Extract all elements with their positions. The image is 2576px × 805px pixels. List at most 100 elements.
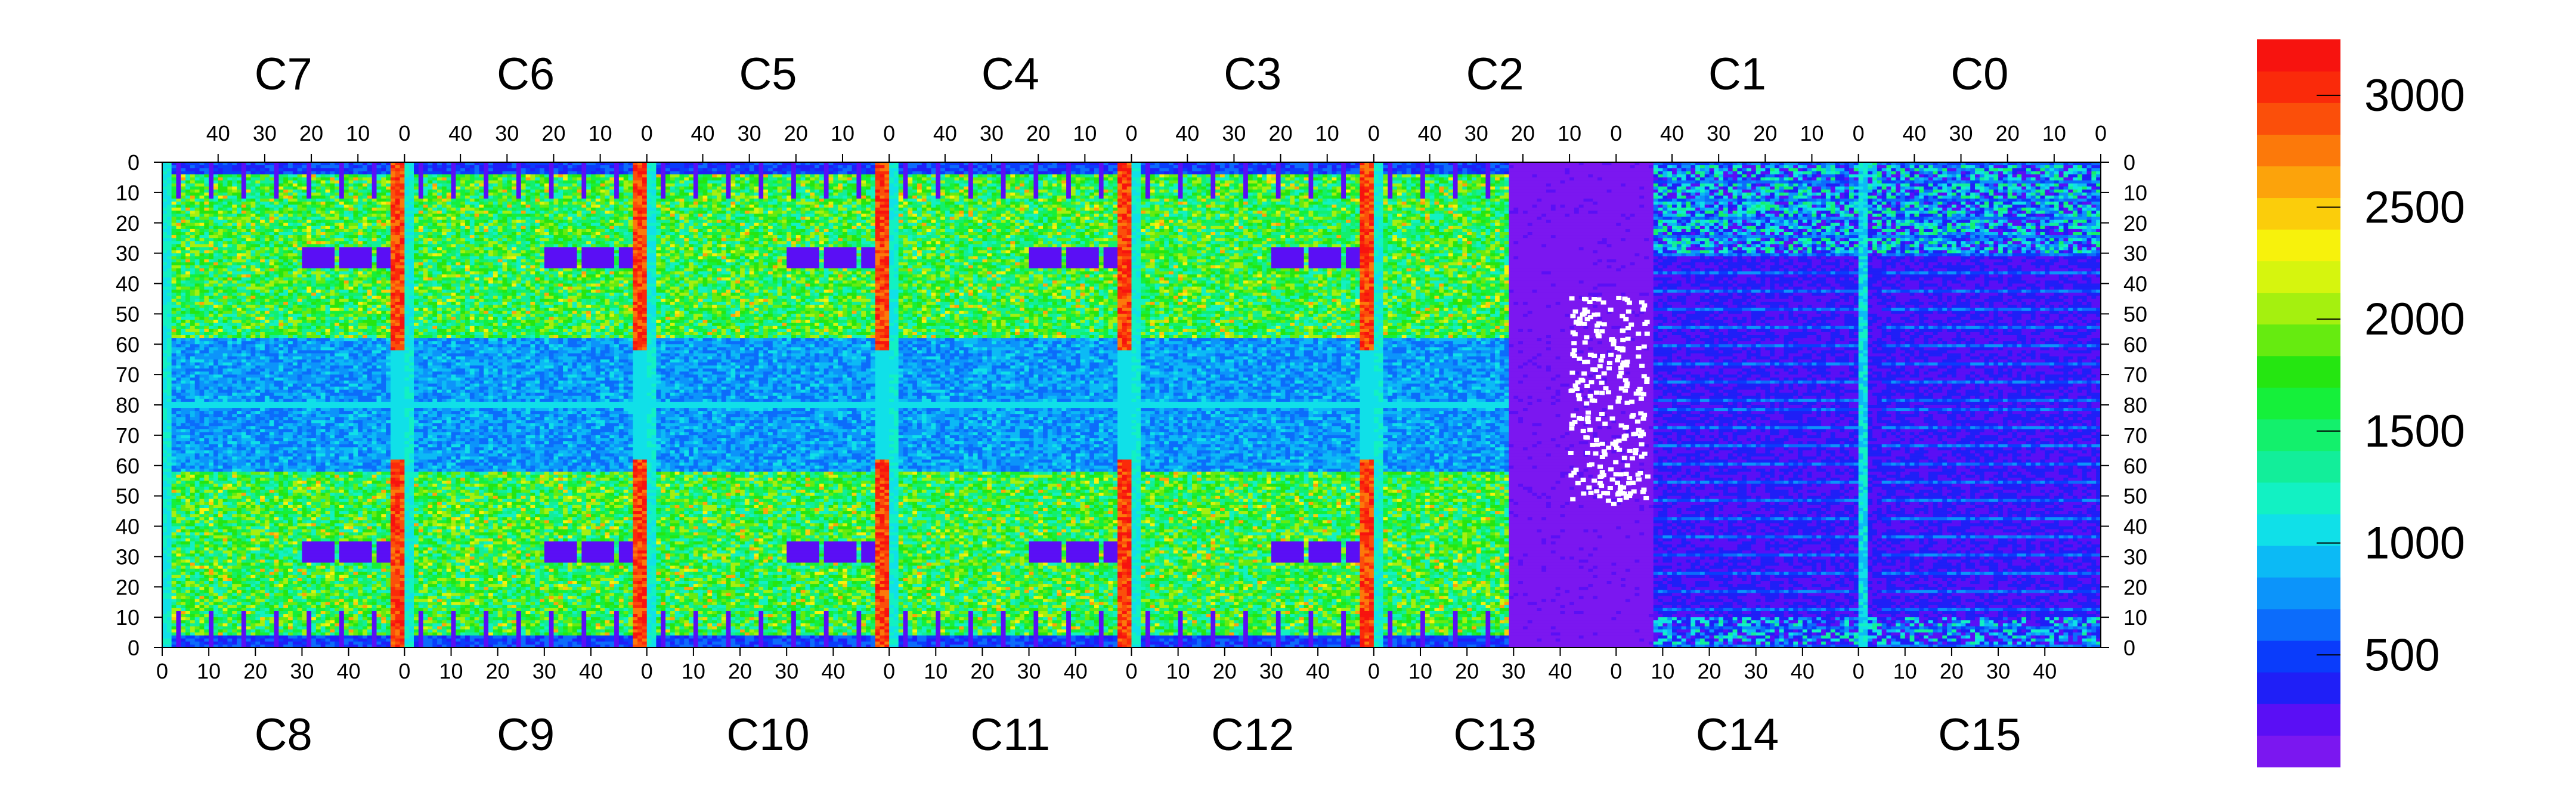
heatmap-cell — [1476, 190, 1486, 193]
heatmap-cell — [665, 184, 675, 187]
heatmap-cell — [1639, 196, 1644, 199]
heatmap-cell — [1043, 193, 1048, 196]
heatmap-cell — [1453, 184, 1458, 187]
heatmap-cell — [1761, 168, 1766, 172]
heatmap-cell — [1248, 174, 1253, 178]
heatmap-cell — [1397, 202, 1402, 205]
heatmap-cell — [237, 190, 242, 193]
heatmap-cell — [1747, 202, 1751, 205]
heatmap-cell — [1504, 205, 1509, 208]
heatmap-cell — [1225, 165, 1230, 169]
heatmap-cell — [577, 171, 582, 175]
heatmap-cell — [376, 202, 381, 205]
heatmap-cell — [1001, 202, 1006, 205]
heatmap-cell — [968, 171, 973, 175]
heatmap-cell — [1854, 196, 1859, 199]
heatmap-cell — [1719, 177, 1723, 181]
heatmap-cell — [460, 168, 465, 172]
heatmap-cell — [600, 165, 610, 169]
heatmap-cell — [605, 171, 609, 175]
heatmap-cell — [1761, 184, 1766, 187]
heatmap-cell — [1308, 199, 1313, 202]
heatmap-cell — [391, 196, 405, 199]
heatmap-cell — [642, 199, 647, 202]
heatmap-cell — [936, 171, 940, 175]
heatmap-cell — [1485, 187, 1490, 190]
heatmap-cell — [1690, 184, 1700, 187]
heatmap-cell — [899, 187, 903, 190]
heatmap-cell — [1313, 187, 1318, 190]
heatmap-cell — [1900, 202, 1905, 205]
heatmap-cell — [665, 174, 670, 178]
heatmap-cell — [190, 199, 195, 202]
heatmap-cell — [959, 181, 964, 184]
heatmap-cell — [540, 202, 544, 205]
heatmap-cell — [1323, 174, 1327, 178]
heatmap-cell — [1728, 187, 1733, 190]
heatmap-cell — [2082, 205, 2087, 208]
heatmap-cell — [1980, 193, 1984, 196]
heatmap-cell — [507, 174, 512, 178]
heatmap-cell — [596, 205, 600, 208]
heatmap-cell — [353, 181, 358, 184]
heatmap-cell — [274, 205, 279, 208]
heatmap-cell — [1262, 190, 1267, 193]
heatmap-cell — [1113, 196, 1117, 199]
heatmap-cell — [805, 184, 810, 187]
heatmap-cell — [1458, 199, 1472, 202]
heatmap-cell — [218, 193, 223, 196]
heatmap-cell — [973, 196, 978, 199]
heatmap-cell — [801, 171, 806, 175]
heatmap-cell — [656, 174, 661, 178]
heatmap-cell — [302, 205, 306, 208]
heatmap-cell — [363, 205, 367, 208]
heatmap-cell — [2008, 174, 2012, 178]
heatmap-cell — [1094, 171, 1099, 175]
heatmap-cell — [1327, 187, 1332, 190]
heatmap-cell — [479, 193, 484, 196]
heatmap-cell — [1788, 165, 1793, 169]
heatmap-cell — [1048, 181, 1052, 184]
heatmap-cell — [917, 202, 922, 205]
heatmap-cell — [889, 177, 894, 181]
heatmap-cell — [2054, 181, 2059, 184]
heatmap-cell — [889, 199, 899, 202]
heatmap-cell — [2012, 190, 2017, 193]
heatmap-cell — [1924, 199, 1928, 202]
heatmap-cell — [1854, 187, 1863, 190]
heatmap-cell — [1807, 205, 1812, 208]
heatmap-cell — [1132, 168, 1141, 172]
heatmap-cell — [456, 196, 460, 199]
heatmap-cell — [1775, 174, 1779, 178]
heatmap-cell — [1383, 165, 1388, 169]
heatmap-cell — [959, 196, 964, 199]
heatmap-cell — [283, 199, 288, 202]
heatmap-cell — [1388, 177, 1392, 181]
heatmap-cell — [568, 171, 577, 175]
heatmap-cell — [1910, 196, 1915, 199]
heatmap-cell — [1313, 193, 1318, 196]
heatmap-cell — [1509, 199, 1537, 202]
heatmap-cell — [577, 181, 582, 184]
heatmap-cell — [1672, 174, 1677, 178]
heatmap-cell — [1700, 187, 1705, 190]
heatmap-cell — [750, 168, 754, 172]
heatmap-cell — [1336, 184, 1341, 187]
heatmap-cell — [819, 205, 824, 208]
heatmap-cell — [577, 196, 582, 199]
heatmap-cell — [750, 174, 754, 178]
heatmap-cell — [1281, 165, 1286, 169]
heatmap-cell — [335, 171, 339, 175]
heatmap-cell — [1868, 181, 1872, 184]
heatmap-cell — [1178, 187, 1183, 190]
heatmap-cell — [908, 171, 912, 175]
heatmap-cell — [1230, 196, 1234, 199]
heatmap-cell — [1872, 196, 1877, 199]
heatmap-cell — [917, 174, 922, 178]
heatmap-cell — [553, 187, 558, 190]
heatmap-cell — [395, 177, 400, 181]
heatmap-cell — [1295, 181, 1299, 184]
heatmap-cell — [745, 205, 750, 208]
heatmap-cell — [852, 187, 857, 190]
heatmap-cell — [470, 165, 475, 169]
